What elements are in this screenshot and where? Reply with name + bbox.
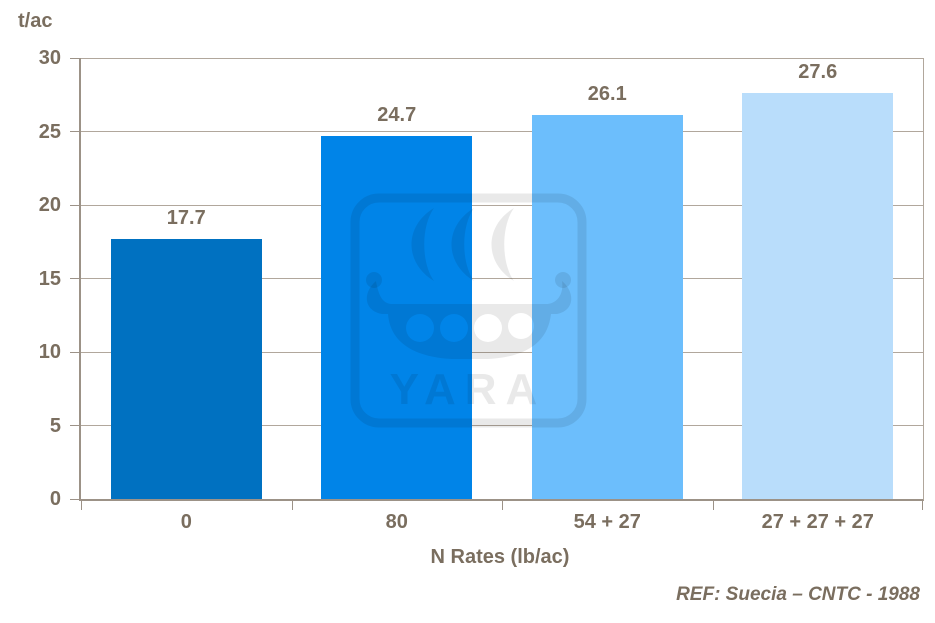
gridline — [81, 57, 923, 59]
gridline — [81, 425, 923, 426]
x-category-label: 27 + 27 + 27 — [761, 511, 874, 533]
gridline — [81, 204, 923, 206]
bar — [110, 238, 262, 499]
y-axis-unit-label: t/ac — [18, 10, 53, 32]
y-axis-tick — [70, 204, 79, 206]
x-axis-tick — [922, 499, 923, 510]
bar — [742, 93, 894, 499]
y-tick-label: 15 — [38, 267, 61, 290]
y-axis-tick — [70, 57, 79, 59]
ship-head-icon — [366, 272, 382, 288]
sail-icon — [491, 208, 514, 281]
yara-watermark-logo: YARA — [350, 193, 587, 428]
bar — [531, 115, 683, 499]
ship-hull-icon — [366, 281, 572, 359]
x-axis-tick — [712, 499, 714, 510]
x-axis-tick — [81, 499, 82, 510]
gridline — [81, 351, 923, 353]
y-axis-tick — [70, 425, 79, 426]
plot-area: YARA 0 5 10 15 20 25 30 17.7 24.7 26.1 27.6 0 80 54 +… — [39, 47, 924, 533]
y-tick-label: 5 — [49, 414, 61, 437]
watermark-border — [350, 193, 587, 428]
x-axis-tick — [502, 499, 503, 510]
gridline — [81, 131, 923, 132]
bar-value-label: 27.6 — [798, 61, 838, 84]
x-axis-title: N Rates (lb/ac) — [430, 546, 570, 568]
y-tick-label: 25 — [38, 120, 61, 143]
y-axis-tick — [70, 351, 79, 353]
y-axis-tick — [70, 498, 79, 500]
gridline — [81, 278, 923, 279]
bar-value-label: 24.7 — [377, 103, 417, 126]
x-category-label: 54 + 27 — [573, 511, 641, 533]
bar — [321, 135, 473, 499]
y-axis-tick — [70, 278, 79, 279]
x-category-label: 80 — [385, 511, 408, 533]
y-axis-tick — [70, 131, 79, 132]
y-tick-label: 10 — [38, 341, 61, 363]
reference-footnote: REF: Suecia – CNTC - 1988 — [676, 584, 920, 605]
ship-tail-icon — [555, 272, 571, 288]
bar-value-label: 26.1 — [587, 83, 627, 106]
sail-icon — [411, 208, 434, 281]
watermark-wordmark: YARA — [390, 365, 547, 414]
y-tick-label: 30 — [38, 47, 61, 69]
bar-value-label: 17.7 — [166, 206, 206, 229]
y-tick-label: 0 — [49, 488, 61, 510]
sail-icon — [451, 208, 474, 281]
x-axis-tick — [291, 499, 293, 510]
y-tick-label: 20 — [38, 194, 61, 216]
x-category-label: 0 — [180, 511, 192, 533]
